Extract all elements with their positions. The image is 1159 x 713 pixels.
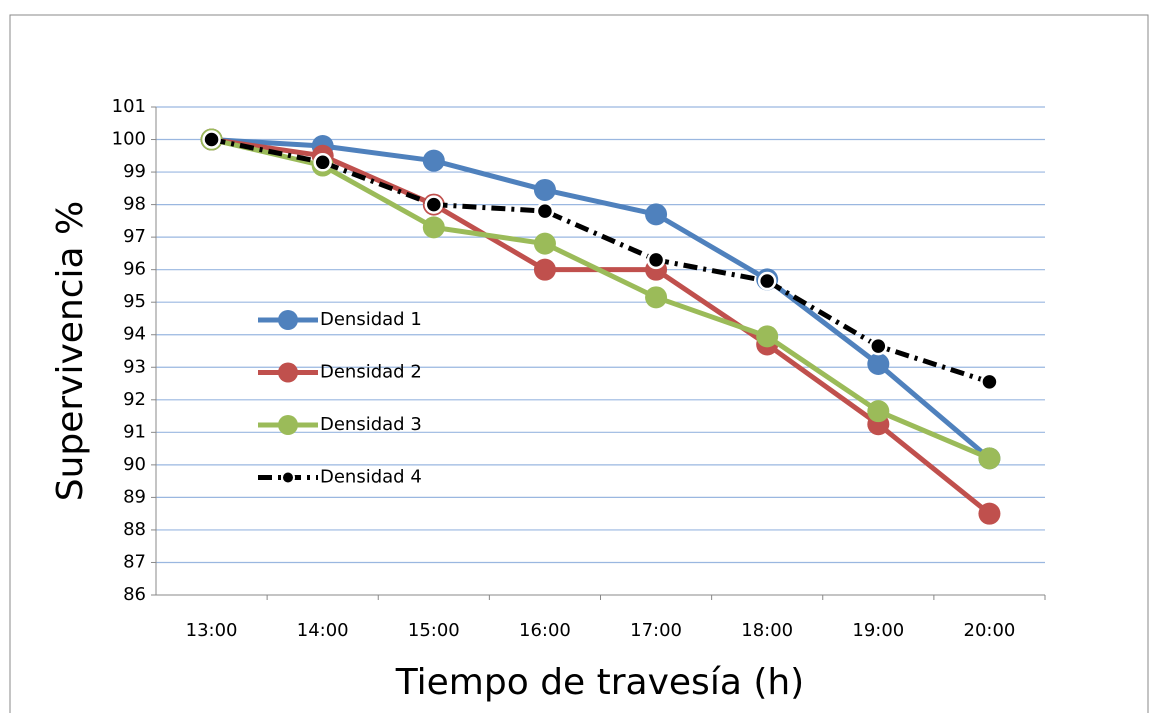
- data-point: [978, 447, 1001, 470]
- y-tick-label: 91: [123, 421, 146, 442]
- y-tick-label: 98: [123, 194, 146, 215]
- x-tick-label: 16:00: [519, 620, 571, 641]
- data-point: [867, 400, 890, 423]
- x-tick-label: 18:00: [741, 620, 793, 641]
- y-tick-label: 89: [123, 486, 146, 507]
- y-tick-label: 99: [123, 161, 146, 182]
- data-point: [424, 195, 444, 214]
- data-point: [646, 250, 666, 270]
- x-tick-label: 20:00: [964, 620, 1016, 641]
- x-tick-label: 13:00: [186, 620, 238, 641]
- legend-label: Densidad 4: [320, 467, 422, 488]
- legend-marker: [281, 470, 295, 485]
- legend-marker: [278, 415, 298, 435]
- y-tick-label: 92: [123, 389, 146, 410]
- y-tick-label: 87: [123, 551, 146, 572]
- legend-label: Densidad 3: [320, 414, 422, 435]
- y-tick-label: 96: [123, 259, 146, 280]
- data-point: [533, 232, 556, 255]
- series-line: [211, 137, 992, 461]
- chart-frame: [9, 14, 1149, 713]
- y-tick-label: 86: [123, 584, 146, 605]
- data-point: [980, 372, 999, 392]
- y-tick-label: 90: [123, 454, 146, 475]
- x-tick-label: 14:00: [297, 620, 349, 641]
- data-point: [978, 502, 1001, 525]
- data-point: [869, 336, 888, 356]
- data-point: [533, 258, 556, 281]
- x-axis-title: Tiempo de travesía (h): [395, 662, 804, 703]
- legend-label: Densidad 1: [320, 309, 422, 330]
- legend-marker: [278, 310, 298, 330]
- x-tick-label: 15:00: [408, 620, 460, 641]
- data-point: [422, 149, 445, 172]
- y-tick-label: 94: [123, 324, 146, 345]
- legend-marker: [278, 362, 298, 383]
- x-tick-label: 17:00: [630, 620, 682, 641]
- data-point: [867, 353, 890, 376]
- y-tick-label: 101: [112, 96, 146, 117]
- y-tick-label: 93: [123, 356, 146, 377]
- data-point: [202, 130, 221, 149]
- legend-label: Densidad 2: [320, 362, 422, 383]
- y-axis-title: Supervivencia %: [50, 201, 91, 502]
- data-point: [422, 216, 445, 239]
- series-line: [210, 137, 991, 461]
- data-point: [533, 178, 556, 201]
- data-point: [313, 153, 332, 172]
- y-tick-label: 88: [123, 519, 146, 540]
- data-point: [535, 201, 555, 221]
- y-tick-label: 100: [112, 129, 146, 150]
- data-point: [757, 271, 777, 291]
- y-tick-label: 95: [123, 291, 146, 312]
- y-tick-label: 97: [123, 226, 146, 247]
- x-tick-label: 19:00: [852, 620, 904, 641]
- data-point: [645, 286, 668, 309]
- data-point: [645, 203, 668, 226]
- data-point: [756, 325, 779, 348]
